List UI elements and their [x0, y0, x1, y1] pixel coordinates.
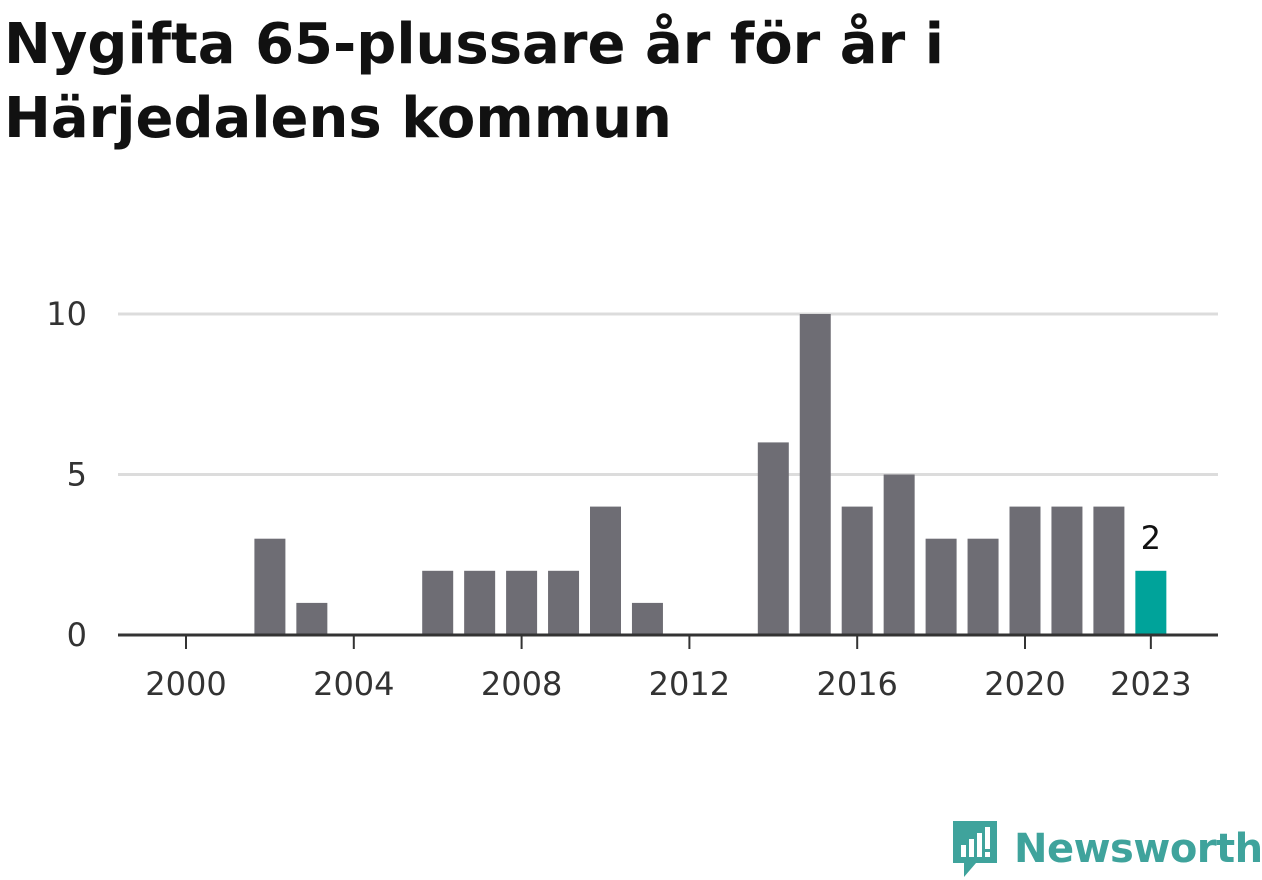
bar-2018: [925, 538, 957, 635]
x-tick-label-2012: 2012: [649, 665, 730, 703]
bar-2009: [548, 570, 580, 635]
bar-2002: [254, 538, 286, 635]
bar-2019: [967, 538, 999, 635]
x-tick-label-2000: 2000: [145, 665, 226, 703]
x-tick-label-2023: 2023: [1110, 665, 1191, 703]
bar-2008: [506, 570, 538, 635]
brand-logo: Newsworthy: [950, 818, 1262, 880]
bar-2021: [1051, 506, 1083, 635]
chart-title: Nygifta 65-plussare år för år i Härjedal…: [4, 12, 944, 151]
bar-2007: [464, 570, 496, 635]
x-tick-label-2008: 2008: [481, 665, 562, 703]
bar-2014: [757, 442, 789, 635]
x-tick-label-2020: 2020: [984, 665, 1065, 703]
bar-2011: [631, 602, 663, 635]
bar-2006: [422, 570, 454, 635]
bar-2015: [799, 314, 831, 635]
y-tick-label-0: 0: [67, 616, 87, 654]
y-tick-label-10: 10: [46, 295, 87, 333]
bar-2010: [590, 506, 621, 635]
brand-name: Newsworthy: [1014, 826, 1262, 872]
y-tick-label-5: 5: [67, 456, 87, 494]
x-tick-label-2004: 2004: [313, 665, 394, 703]
bar-2003: [296, 602, 328, 635]
newsworthy-logo-icon: [953, 821, 997, 877]
bar-2020: [1009, 506, 1041, 635]
bar-2022: [1093, 506, 1125, 635]
bar-2017: [883, 474, 915, 635]
x-tick-label-2016: 2016: [816, 665, 897, 703]
data-label-2023: 2: [1141, 519, 1161, 557]
bar-2023: [1135, 570, 1167, 635]
bar-2016: [841, 506, 873, 635]
